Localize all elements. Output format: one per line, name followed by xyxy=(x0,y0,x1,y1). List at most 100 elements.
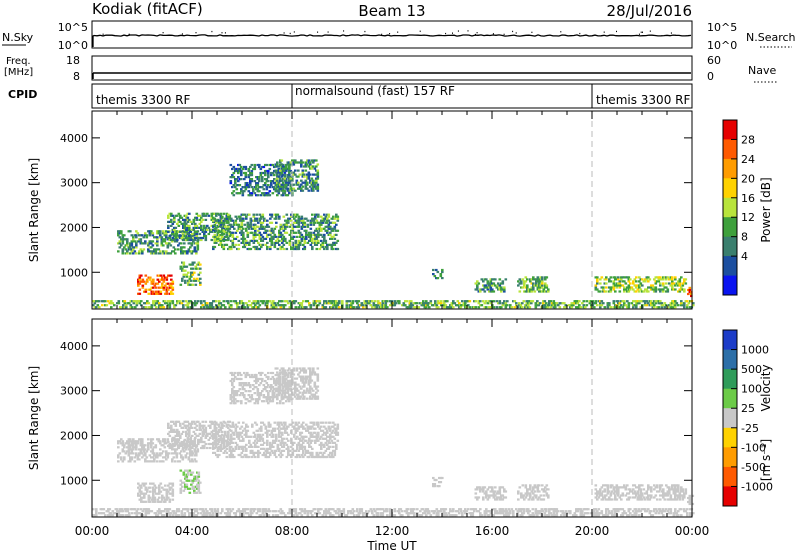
heatmap-cell xyxy=(289,161,293,164)
heatmap-cell xyxy=(477,300,481,303)
heatmap-cell xyxy=(240,382,243,385)
heatmap-cell xyxy=(626,290,629,293)
heatmap-cell xyxy=(121,242,125,245)
noise-dot xyxy=(476,32,478,34)
heatmap-cell xyxy=(190,275,193,278)
heatmap-cell xyxy=(259,171,263,175)
heatmap-cell xyxy=(324,421,328,424)
heatmap-cell xyxy=(482,284,485,287)
heatmap-cell xyxy=(238,163,242,167)
heatmap-cell xyxy=(488,290,491,293)
heatmap-cell xyxy=(247,382,251,385)
heatmap-cell xyxy=(141,438,144,441)
heatmap-cell xyxy=(143,306,146,309)
heatmap-cell xyxy=(152,280,155,283)
heatmap-cell xyxy=(629,282,632,285)
heatmap-cell xyxy=(333,451,337,454)
heatmap-cell xyxy=(143,494,146,497)
noise-dot xyxy=(224,32,226,34)
heatmap-cell xyxy=(293,221,296,224)
heatmap-cell xyxy=(147,244,150,247)
heatmap-cell xyxy=(294,395,297,398)
heatmap-cell xyxy=(336,431,340,434)
heatmap-cell xyxy=(288,181,291,184)
heatmap-cell xyxy=(315,453,319,457)
heatmap-cell xyxy=(232,400,236,403)
heatmap-cell xyxy=(503,302,506,305)
heatmap-cell xyxy=(623,280,626,283)
heatmap-cell xyxy=(195,460,198,463)
heatmap-cell xyxy=(282,189,285,192)
heatmap-cell xyxy=(283,179,287,182)
heatmap-cell xyxy=(143,500,146,503)
heatmap-cell xyxy=(239,231,242,234)
heatmap-cell xyxy=(614,304,617,307)
heatmap-cell xyxy=(216,220,220,223)
heatmap-cell xyxy=(222,451,226,454)
heatmap-cell xyxy=(422,300,425,303)
heatmap-cell xyxy=(242,455,245,459)
heatmap-cell xyxy=(147,292,151,295)
heatmap-cell xyxy=(302,421,305,424)
heatmap-cell xyxy=(302,219,305,222)
heatmap-cell xyxy=(680,288,683,291)
heatmap-cell xyxy=(316,183,320,186)
heatmap-cell xyxy=(237,223,241,226)
heatmap-cell xyxy=(626,300,629,303)
heatmap-cell xyxy=(275,215,278,218)
heatmap-cell xyxy=(282,369,285,372)
heatmap-cell xyxy=(284,239,287,242)
heatmap-cell xyxy=(269,221,272,224)
heatmap-cell xyxy=(501,288,505,291)
heatmap-cell xyxy=(264,396,267,399)
heatmap-cell xyxy=(519,304,523,307)
heatmap-cell xyxy=(194,479,198,482)
heatmap-cell xyxy=(245,455,248,459)
heatmap-cell xyxy=(647,302,650,305)
heatmap-cell xyxy=(164,488,167,491)
heatmap-cell xyxy=(264,427,268,430)
heatmap-cell xyxy=(272,306,275,309)
heatmap-cell xyxy=(251,449,254,452)
heatmap-cell xyxy=(256,194,260,197)
heatmap-cell xyxy=(263,237,266,240)
heatmap-cell xyxy=(264,243,268,246)
heatmap-cell xyxy=(329,302,332,305)
heatmap-cell xyxy=(273,421,277,424)
heatmap-cell xyxy=(213,237,217,240)
heatmap-cell xyxy=(240,373,243,377)
heatmap-cell xyxy=(294,241,298,244)
heatmap-cell xyxy=(644,280,647,283)
heatmap-cell xyxy=(254,223,257,226)
heatmap-cell xyxy=(147,250,150,253)
heatmap-cell xyxy=(306,451,310,454)
heatmap-cell xyxy=(381,306,385,309)
heatmap-cell xyxy=(232,176,236,179)
heatmap-cell xyxy=(303,173,306,176)
heatmap-cell xyxy=(191,422,194,425)
heatmap-cell xyxy=(662,282,665,285)
heatmap-cell xyxy=(260,427,263,430)
heatmap-cell xyxy=(171,494,175,497)
heatmap-cell xyxy=(155,292,158,295)
heatmap-cell xyxy=(569,304,572,307)
heatmap-cell xyxy=(313,183,317,186)
heatmap-cell xyxy=(297,453,301,457)
heatmap-cell xyxy=(297,245,301,249)
heatmap-cell xyxy=(261,447,265,450)
heatmap-cell xyxy=(174,440,178,444)
heatmap-cell xyxy=(596,276,599,279)
heatmap-cell xyxy=(234,180,237,183)
heatmap-cell xyxy=(165,454,168,457)
heatmap-cell xyxy=(627,284,631,287)
heatmap-cell xyxy=(308,233,311,236)
heatmap-cell xyxy=(285,373,288,376)
heatmap-cell xyxy=(188,263,192,266)
heatmap-cell xyxy=(179,487,183,490)
heatmap-cell xyxy=(675,302,679,305)
heatmap-cell xyxy=(258,237,262,240)
heatmap-cell xyxy=(410,306,413,309)
heatmap-cell xyxy=(264,194,267,197)
heatmap-cell xyxy=(160,240,164,243)
heatmap-cell xyxy=(248,445,251,448)
